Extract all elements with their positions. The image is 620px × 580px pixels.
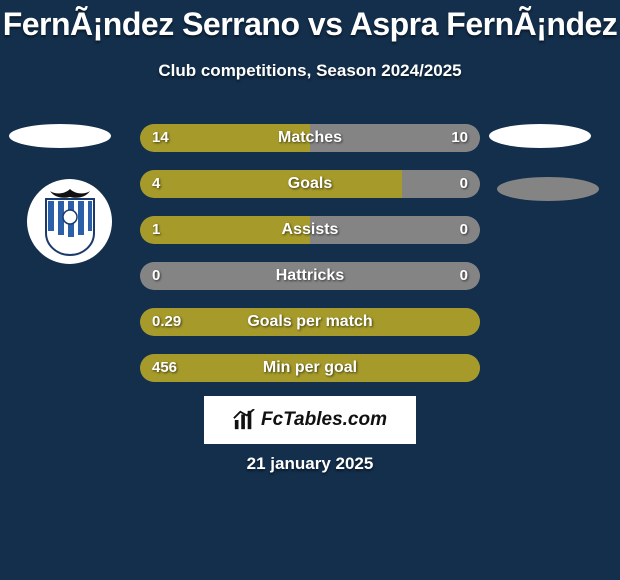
stat-row-mpg: 456 Min per goal [140, 354, 480, 382]
row-val-right: 10 [451, 124, 468, 152]
row-label: Goals per match [140, 308, 480, 336]
stat-row-gpm: 0.29 Goals per match [140, 308, 480, 336]
stat-row-assists: 1 Assists 0 [140, 216, 480, 244]
stat-row-matches: 14 Matches 10 [140, 124, 480, 152]
row-label: Min per goal [140, 354, 480, 382]
stat-row-goals: 4 Goals 0 [140, 170, 480, 198]
crest-icon [42, 187, 98, 257]
source-text: FcTables.com [261, 409, 387, 431]
row-label: Goals [140, 170, 480, 198]
page-subtitle: Club competitions, Season 2024/2025 [0, 61, 620, 81]
row-val-right: 0 [460, 216, 468, 244]
row-label: Matches [140, 124, 480, 152]
row-val-right: 0 [460, 170, 468, 198]
bar-chart-icon [233, 409, 255, 431]
stat-row-hattricks: 0 Hattricks 0 [140, 262, 480, 290]
row-label: Hattricks [140, 262, 480, 290]
date-text: 21 january 2025 [0, 454, 620, 474]
page-title: FernÃ¡ndez Serrano vs Aspra FernÃ¡ndez [0, 0, 620, 43]
club-badge-left [27, 179, 112, 264]
stat-rows: 14 Matches 10 4 Goals 0 1 Assists 0 0 Ha… [140, 124, 480, 400]
row-label: Assists [140, 216, 480, 244]
ellipse-right-2 [497, 177, 599, 201]
source-badge: FcTables.com [204, 396, 416, 444]
row-val-right: 0 [460, 262, 468, 290]
ellipse-left-1 [9, 124, 111, 148]
ellipse-right-1 [489, 124, 591, 148]
